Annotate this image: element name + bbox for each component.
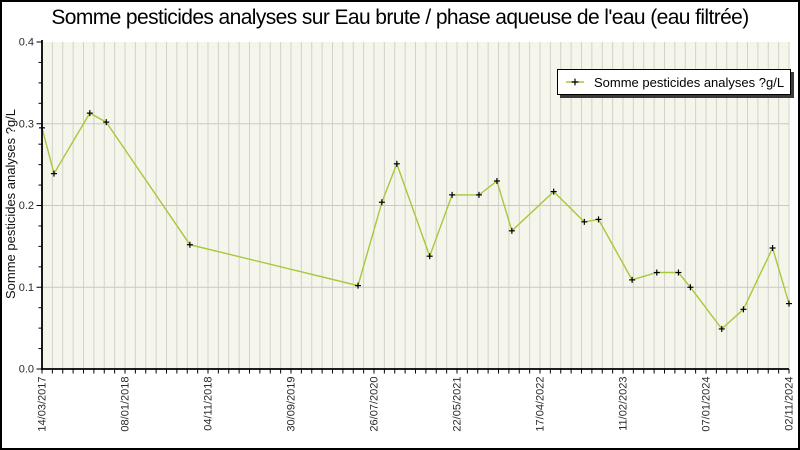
y-tick-label: 0.0 — [19, 364, 34, 376]
y-axis-ticks — [36, 41, 42, 370]
x-tick-label: 08/01/2018 — [120, 377, 132, 432]
y-tick-label: 0.3 — [19, 118, 34, 130]
x-tick-label: 11/02/2023 — [618, 377, 630, 431]
x-tick-label: 07/01/2024 — [701, 377, 713, 432]
x-tick-label: 17/04/2022 — [535, 377, 547, 432]
horizontal-gridlines — [42, 123, 789, 288]
x-axis-ticks — [41, 369, 790, 374]
y-tick-label: 0.4 — [19, 37, 34, 49]
y-axis-title: Somme pesticides analyses ?g/L — [3, 108, 18, 300]
legend-label: Somme pesticides analyses ?g/L — [594, 74, 785, 90]
data-line — [41, 112, 790, 330]
chart-title: Somme pesticides analyses sur Eau brute … — [51, 6, 749, 29]
x-tick-label: 04/11/2018 — [203, 377, 215, 431]
x-tick-label: 22/05/2021 — [452, 377, 464, 432]
legend-marker-icon — [566, 78, 584, 86]
x-tick-labels: 14/03/2017 08/01/2018 04/11/2018 30/09/2019… — [37, 377, 796, 432]
y-tick-label: 0.1 — [19, 282, 34, 294]
x-tick-label: 02/11/2024 — [784, 377, 796, 431]
x-tick-label: 26/07/2020 — [369, 377, 381, 432]
y-tick-label: 0.2 — [19, 200, 34, 212]
legend: Somme pesticides analyses ?g/L — [557, 69, 791, 95]
y-tick-labels: 0.0 0.1 0.2 0.3 0.4 — [19, 37, 34, 376]
x-tick-label: 30/09/2019 — [286, 377, 298, 432]
x-tick-label: 14/03/2017 — [37, 377, 49, 432]
